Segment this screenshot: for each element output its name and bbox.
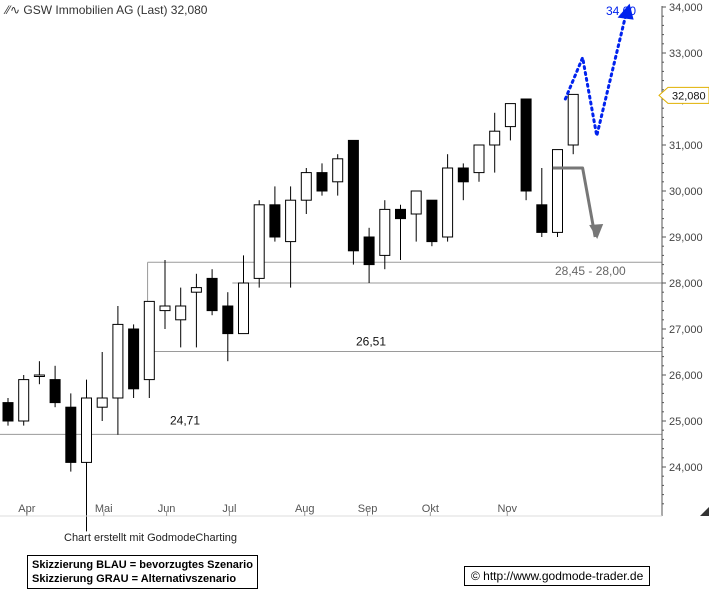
candle-body [190, 287, 202, 293]
x-tick-label: Sep [358, 503, 378, 515]
corner-handle-icon [700, 507, 709, 516]
candle-body [552, 149, 563, 233]
candle-body [300, 172, 312, 201]
candle-body [269, 204, 281, 238]
candle-body [18, 379, 30, 422]
y-tick-label: 34,000 [669, 2, 703, 14]
candle-body [159, 305, 171, 312]
x-tick-label: Mai [95, 503, 113, 515]
x-tick-label: Apr [18, 503, 35, 515]
candle-body [253, 204, 265, 279]
x-tick-label: Aug [295, 503, 315, 515]
candle-body [410, 190, 422, 215]
y-tick-label: 27,000 [669, 324, 703, 336]
gray-arrowhead [589, 224, 604, 239]
candle-body [81, 397, 92, 463]
candle-body [316, 172, 328, 192]
candle-body [285, 199, 297, 243]
legend-line-blue: Skizzierung BLAU = bevorzugtes Szenario [32, 559, 253, 571]
candle-body [65, 406, 77, 463]
chart-title: ⁄⁄∿ GSW Immobilien AG (Last) 32,080 [2, 2, 212, 18]
candle-body [33, 374, 45, 377]
candle-body [2, 402, 14, 422]
candle-body [347, 139, 359, 252]
blue-target-label: 34,00 [606, 4, 636, 18]
x-tick-label: Jul [222, 503, 236, 515]
candle-body [128, 328, 140, 390]
scenario-legend: Skizzierung BLAU = bevorzugtes Szenario … [27, 555, 258, 589]
candle-body [379, 208, 391, 256]
candle-body [395, 208, 406, 220]
blue-arrowhead [617, 3, 634, 20]
candle-body [175, 305, 187, 321]
creator-note: Chart erstellt mit GodmodeCharting [64, 532, 238, 544]
x-tick-label: Jun [158, 503, 176, 515]
y-tick-label: 31,000 [669, 140, 703, 152]
candle-body [49, 379, 61, 404]
candle-body [520, 98, 532, 192]
y-tick-label: 24,000 [669, 462, 703, 474]
y-tick-label: 29,000 [669, 232, 703, 244]
candle-body [473, 144, 485, 174]
candle-body [363, 236, 375, 266]
candle-body [536, 204, 548, 233]
blue-scenario-line [563, 10, 629, 137]
level-label: 28,45 - 28,00 [555, 264, 626, 278]
candle-body [143, 300, 155, 381]
y-tick-label: 30,000 [669, 186, 703, 198]
legend-line-gray: Skizzierung GRAU = Alternativszenario [32, 573, 237, 585]
candle-body [206, 277, 218, 312]
last-price-label: 32,080 [672, 90, 706, 102]
candle-body [112, 323, 124, 399]
title-icon: ⁄⁄∿ [6, 3, 24, 17]
copyright-link[interactable]: © http://www.godmode-trader.de [464, 566, 651, 586]
candle-body [222, 305, 234, 335]
level-label: 24,71 [170, 413, 200, 427]
candle-body [567, 93, 579, 146]
x-tick-label: Nov [497, 503, 517, 515]
candle-body [332, 158, 344, 183]
last-price-tag [658, 86, 709, 104]
y-tick-label: 26,000 [669, 370, 703, 382]
gray-scenario-line [552, 166, 597, 238]
candle-body [504, 103, 516, 128]
y-tick-label: 33,000 [669, 48, 703, 60]
candle-body [489, 130, 501, 146]
candle-body [426, 199, 438, 243]
candle-body [442, 167, 454, 238]
level-label: 26,51 [356, 335, 386, 349]
candle-body [238, 282, 249, 335]
candle-body [96, 397, 108, 408]
candle-body [457, 167, 469, 183]
x-tick-label: Okt [422, 503, 439, 515]
y-tick-label: 28,000 [669, 278, 703, 290]
y-tick-label: 25,000 [669, 416, 703, 428]
chart-title-text: GSW Immobilien AG (Last) 32,080 [23, 3, 208, 17]
